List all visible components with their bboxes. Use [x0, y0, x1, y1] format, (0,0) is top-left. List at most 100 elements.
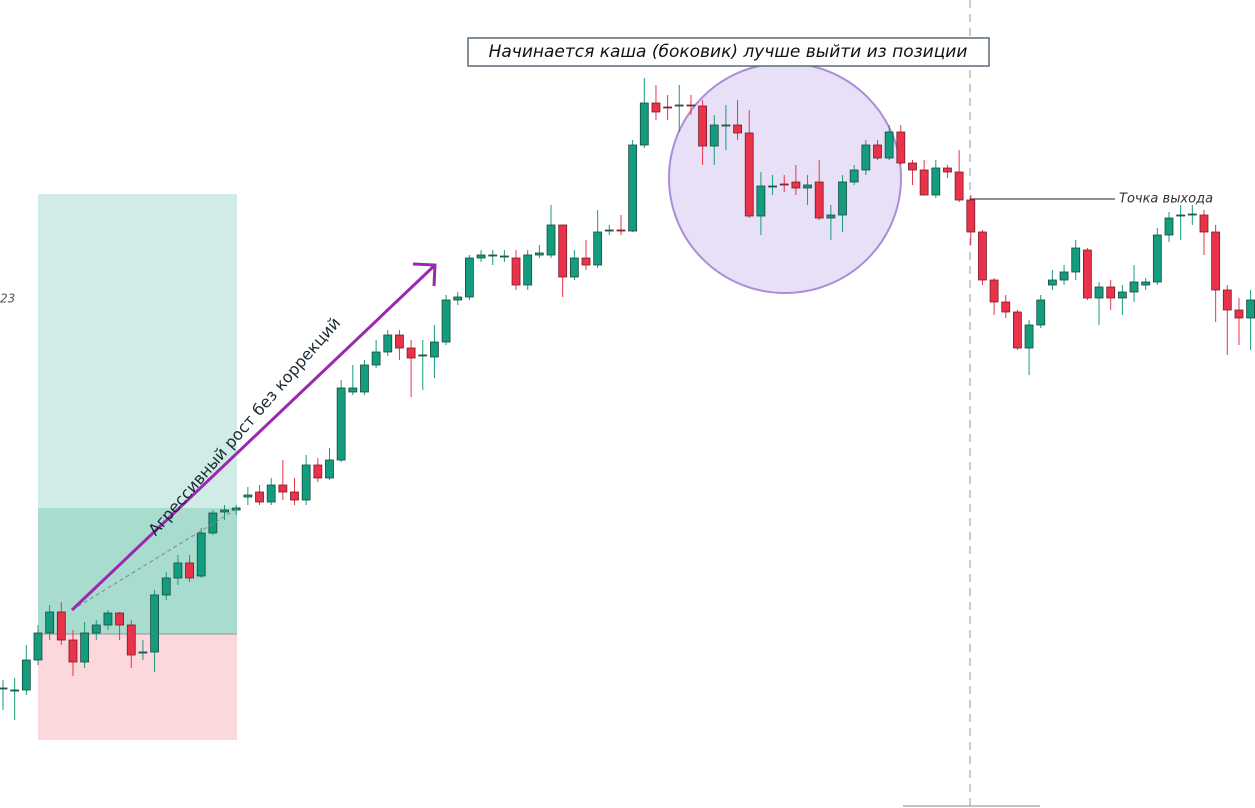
stop-zone — [38, 634, 237, 740]
candle-body — [791, 181, 801, 189]
candle-body — [418, 354, 428, 357]
candle-body — [721, 124, 731, 127]
candle-body — [33, 632, 43, 661]
candle-body — [1071, 247, 1081, 273]
candle-body — [896, 131, 906, 164]
candle-body — [243, 494, 253, 498]
candle-body — [499, 255, 509, 258]
entry-zone — [38, 508, 237, 634]
candle-body — [336, 387, 346, 461]
candle-body — [383, 334, 393, 353]
candle-body — [1048, 279, 1057, 286]
candle-body — [861, 144, 871, 171]
candle-body — [884, 131, 894, 159]
candle-body — [220, 509, 229, 513]
candle-body — [908, 162, 917, 171]
candle-body — [68, 639, 78, 663]
candle-body — [80, 632, 90, 663]
candle-body — [488, 254, 498, 257]
trend-guide — [71, 506, 241, 611]
chart-title: Начинается каша (боковик) лучше выйти из… — [489, 42, 968, 62]
candle-body — [10, 689, 20, 692]
candle-body — [581, 257, 591, 266]
candle-body — [966, 199, 976, 233]
candle-body — [616, 229, 626, 232]
candle-body — [756, 185, 766, 217]
range-highlight — [668, 62, 902, 294]
candle-body — [639, 102, 649, 146]
candle-body — [1094, 286, 1104, 299]
candle-body — [21, 659, 31, 691]
candle-body — [395, 334, 404, 349]
arrow-head — [412, 262, 437, 287]
candle-body — [430, 341, 439, 358]
candle-body — [406, 347, 416, 359]
candle-body — [1176, 214, 1186, 217]
candle-body — [45, 611, 55, 634]
candle-body — [534, 252, 544, 256]
candle-body — [1001, 301, 1011, 313]
candle-body — [779, 183, 789, 186]
candle-body — [558, 224, 568, 278]
trend-arrow — [70, 264, 436, 612]
candle-body — [511, 257, 521, 286]
candle-body — [360, 364, 369, 393]
candle-body — [954, 171, 964, 201]
candle-body — [1106, 286, 1116, 299]
candles — [0, 78, 1255, 720]
candle-body — [744, 132, 754, 217]
candle-body — [150, 594, 159, 653]
candle-body — [604, 229, 614, 232]
candle-body — [290, 491, 299, 501]
candle-body — [709, 124, 719, 147]
candle-body — [1222, 289, 1232, 311]
candle-body — [1059, 271, 1069, 281]
side-label: 23 — [0, 292, 15, 306]
candle-body — [126, 624, 136, 656]
candle-body — [1199, 214, 1209, 233]
candle-body — [651, 102, 661, 113]
candle-body — [208, 512, 218, 534]
candle-body — [1036, 299, 1046, 326]
candle-body — [943, 167, 952, 173]
candle-body — [1129, 281, 1139, 293]
candle-body — [56, 611, 66, 641]
candle-body — [849, 169, 859, 183]
candle-body — [674, 104, 684, 107]
candle-body — [476, 254, 486, 259]
candle-body — [873, 144, 882, 159]
candle-body — [464, 257, 474, 298]
candle-body — [266, 484, 276, 503]
candle-body — [523, 254, 533, 286]
candle-body — [453, 296, 463, 301]
candle-body — [989, 279, 999, 303]
candle-body — [196, 532, 206, 577]
candle-body — [278, 484, 288, 493]
candle-body — [1082, 249, 1092, 299]
candle-body — [325, 459, 334, 479]
candle-body — [931, 167, 941, 196]
candle-body — [1164, 217, 1174, 236]
candle-body — [255, 491, 264, 503]
candle-body — [1246, 299, 1255, 319]
candle-body — [698, 105, 707, 147]
candle-body — [138, 651, 148, 654]
candle-body — [301, 464, 311, 501]
candle-body — [161, 577, 171, 596]
candle-body — [628, 144, 638, 232]
candle-body — [371, 351, 381, 366]
candle-body — [546, 224, 556, 256]
candle-body — [1234, 309, 1244, 319]
candle-body — [348, 387, 358, 393]
candle-body — [91, 624, 101, 634]
candle-body — [1013, 311, 1022, 349]
candle-body — [663, 106, 673, 109]
candle-body — [826, 214, 836, 219]
title-box — [467, 37, 990, 67]
candle-body — [593, 231, 603, 266]
candle-body — [686, 104, 696, 107]
exit-label: Точка выхода — [1119, 192, 1213, 207]
candle-body — [1187, 213, 1197, 216]
candle-body — [569, 257, 579, 278]
candle-body — [103, 612, 113, 626]
